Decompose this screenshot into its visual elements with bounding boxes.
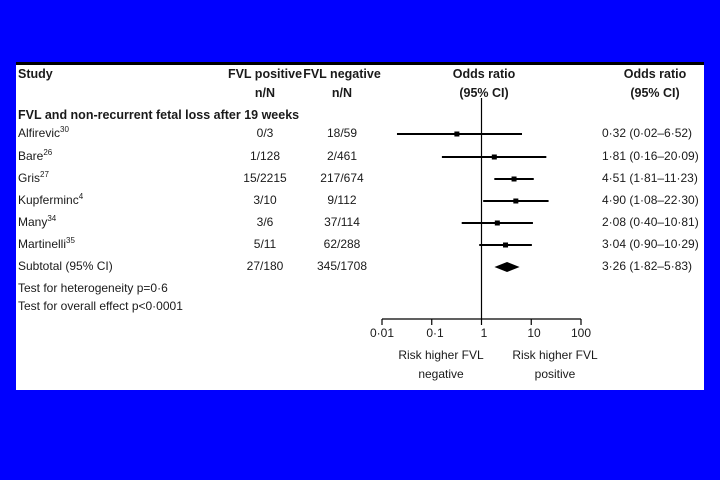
fvl-positive-count: 3/10 <box>253 193 277 207</box>
section-title: FVL and non-recurrent fetal loss after 1… <box>18 108 300 122</box>
fvl-positive-count: 27/180 <box>246 259 284 273</box>
study-name: Bare26 <box>18 148 53 164</box>
point-estimate-marker <box>511 176 517 182</box>
study-name: Alfirevic30 <box>18 125 69 141</box>
fvl-negative-count: 37/114 <box>324 215 360 229</box>
odds-ratio-ci-text: 3·26 (1·82–5·83) <box>602 259 693 273</box>
fvl-negative-count: 62/288 <box>323 237 361 251</box>
fvl-negative-count: 217/674 <box>320 171 364 185</box>
subtotal-diamond <box>494 262 520 272</box>
overall-effect-test: Test for overall effect p<0·0001 <box>18 299 183 313</box>
axis-tick-label: 0·1 <box>426 326 444 340</box>
fvl-negative-count: 345/1708 <box>316 259 368 273</box>
point-estimate-marker <box>494 220 500 226</box>
forest-plot-graphic <box>381 98 582 325</box>
heterogeneity-test: Test for heterogeneity p=0·6 <box>18 281 168 295</box>
odds-ratio-ci-text: 4·51 (1·81–11·23) <box>602 171 698 185</box>
header-odds-ratio-text: Odds ratio <box>623 67 687 81</box>
odds-ratio-ci-text: 0·32 (0·02–6·52) <box>602 126 693 140</box>
header-fvl-positive-unit: n/N <box>254 86 276 100</box>
study-name: Gris27 <box>18 170 49 186</box>
header-odds-ratio-plot-ci: (95% CI) <box>459 86 509 100</box>
study-name: Many34 <box>18 214 57 230</box>
axis-label-positive: Risk higher FVL <box>512 348 598 362</box>
fvl-positive-count: 1/128 <box>249 149 281 163</box>
header-fvl-negative: FVL negative <box>303 67 381 81</box>
fvl-positive-count: 0/3 <box>256 126 274 140</box>
fvl-positive-count: 15/2215 <box>243 171 287 185</box>
odds-ratio-ci-text: 2·08 (0·40–10·81) <box>602 215 699 229</box>
fvl-negative-count: 2/461 <box>326 149 358 163</box>
axis-label-positive-line2: positive <box>534 367 576 381</box>
point-estimate-marker <box>491 154 497 160</box>
forest-plot-panel: Study FVL positive n/N FVL negative n/N … <box>16 62 704 390</box>
point-estimate-marker <box>454 131 460 137</box>
point-estimate-marker <box>503 242 509 248</box>
header-fvl-negative-unit: n/N <box>331 86 353 100</box>
axis-tick-label: 0·01 <box>369 326 395 340</box>
axis-tick-label: 100 <box>570 326 592 340</box>
fvl-negative-count: 18/59 <box>326 126 358 140</box>
header-fvl-positive: FVL positive <box>227 67 303 81</box>
axis-tick-label: 10 <box>527 326 541 340</box>
axis-label-negative-line2: negative <box>418 367 464 381</box>
study-name: Kupferminc4 <box>18 192 84 208</box>
axis-label-negative: Risk higher FVL <box>398 348 484 362</box>
header-rule <box>16 62 704 65</box>
odds-ratio-ci-text: 1·81 (0·16–20·09) <box>602 149 699 163</box>
study-name: Martinelli35 <box>18 236 75 252</box>
header-study: Study <box>18 67 53 81</box>
header-odds-ratio-text-ci: (95% CI) <box>630 86 680 100</box>
odds-ratio-ci-text: 3·04 (0·90–10·29) <box>602 237 699 251</box>
axis-tick-label: 1 <box>480 326 488 340</box>
fvl-positive-count: 5/11 <box>253 237 277 251</box>
fvl-negative-count: 9/112 <box>327 193 357 207</box>
fvl-positive-count: 3/6 <box>256 215 274 229</box>
header-odds-ratio-plot: Odds ratio <box>452 67 516 81</box>
odds-ratio-ci-text: 4·90 (1·08–22·30) <box>602 193 699 207</box>
study-name: Subtotal (95% CI) <box>18 259 113 273</box>
point-estimate-marker <box>513 198 519 204</box>
